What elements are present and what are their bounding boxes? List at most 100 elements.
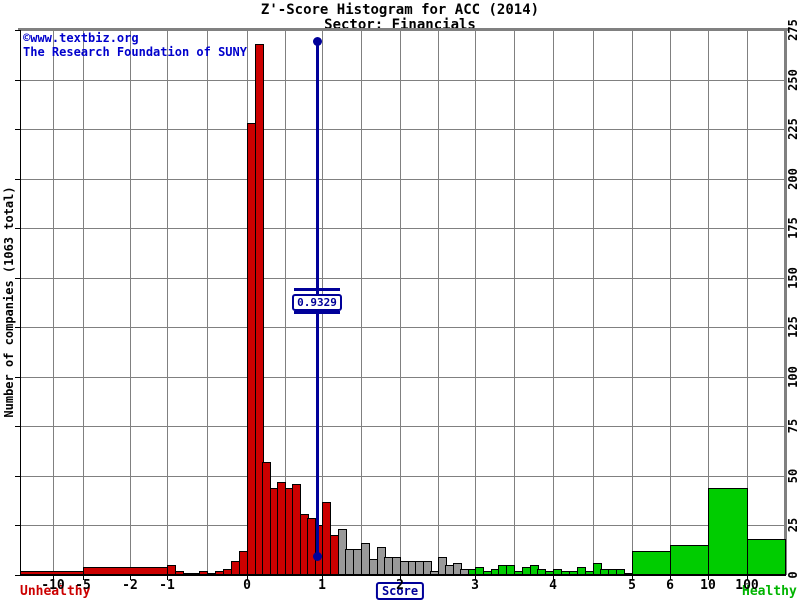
gridline-vertical xyxy=(83,30,84,575)
x-tick-mark xyxy=(167,575,168,580)
gridline-horizontal xyxy=(20,525,786,526)
plot-top-border xyxy=(18,28,788,31)
marker-top-dot xyxy=(313,37,322,46)
chart-title: Z'-Score Histogram for ACC (2014) xyxy=(260,2,540,18)
x-tick-mark xyxy=(747,575,748,580)
gridline-vertical xyxy=(438,30,439,575)
y-axis-title: Number of companies (1063 total) xyxy=(2,186,16,418)
gridline-vertical xyxy=(708,30,709,575)
y-tick-mark xyxy=(15,476,20,477)
y-tick-mark xyxy=(15,30,20,31)
gridline-vertical xyxy=(670,30,671,575)
x-tick-mark xyxy=(53,575,54,580)
histogram-bar xyxy=(423,561,432,575)
x-tick-mark xyxy=(475,575,476,580)
x-tick-label: 100 xyxy=(735,578,759,593)
gridline-vertical xyxy=(553,30,554,575)
plot-right-border xyxy=(784,28,787,575)
gridline-vertical xyxy=(593,30,594,575)
y-tick-label: 175 xyxy=(786,217,800,239)
x-tick-label: 5 xyxy=(628,578,636,593)
gridline-horizontal xyxy=(20,228,786,229)
marker-value-label: 0.9329 xyxy=(292,294,342,311)
gridline-vertical xyxy=(207,30,208,575)
x-tick-label: 0 xyxy=(243,578,251,593)
x-tick-label: 4 xyxy=(549,578,557,593)
gridline-vertical xyxy=(747,30,748,575)
gridline-vertical xyxy=(400,30,401,575)
histogram-bar xyxy=(747,539,786,575)
y-tick-label: 0 xyxy=(786,571,800,579)
y-tick-mark xyxy=(15,80,20,81)
y-tick-label: 50 xyxy=(786,468,800,484)
gridline-vertical xyxy=(130,30,131,575)
histogram-bar xyxy=(506,565,515,575)
watermark-url: ©www.textbiz.org xyxy=(23,31,139,45)
gridline-horizontal xyxy=(20,179,786,180)
y-tick-label: 125 xyxy=(786,316,800,338)
healthy-zone-label: Healthy xyxy=(742,584,797,599)
y-tick-label: 275 xyxy=(786,19,800,41)
histogram-bar xyxy=(83,567,168,575)
y-tick-mark xyxy=(15,377,20,378)
x-tick-mark xyxy=(670,575,671,580)
y-tick-label: 250 xyxy=(786,69,800,91)
x-tick-label: -1 xyxy=(159,578,175,593)
y-tick-label: 225 xyxy=(786,118,800,140)
gridline-horizontal xyxy=(20,377,786,378)
y-tick-label: 200 xyxy=(786,168,800,190)
y-tick-label: 150 xyxy=(786,267,800,289)
x-tick-label: 10 xyxy=(700,578,716,593)
x-tick-mark xyxy=(632,575,633,580)
y-tick-mark xyxy=(15,327,20,328)
gridline-horizontal xyxy=(20,327,786,328)
marker-bottom-dot xyxy=(313,552,322,561)
x-tick-mark xyxy=(400,575,401,580)
x-axis-line xyxy=(20,575,786,576)
x-tick-mark xyxy=(130,575,131,580)
histogram-bar xyxy=(670,545,709,575)
gridline-vertical xyxy=(475,30,476,575)
histogram-bar xyxy=(167,565,176,575)
y-tick-mark xyxy=(15,278,20,279)
histogram-bar xyxy=(632,551,671,575)
x-tick-label: -2 xyxy=(122,578,138,593)
x-tick-label: -5 xyxy=(75,578,91,593)
y-tick-mark xyxy=(15,179,20,180)
histogram-bar xyxy=(616,569,625,575)
x-tick-label: 6 xyxy=(666,578,674,593)
gridline-horizontal xyxy=(20,278,786,279)
x-tick-mark xyxy=(83,575,84,580)
gridline-vertical xyxy=(632,30,633,575)
gridline-horizontal xyxy=(20,476,786,477)
gridline-horizontal xyxy=(20,129,786,130)
gridline-horizontal xyxy=(20,80,786,81)
gridline-horizontal xyxy=(20,426,786,427)
y-tick-mark xyxy=(15,129,20,130)
gridline-vertical xyxy=(285,30,286,575)
x-tick-mark xyxy=(553,575,554,580)
x-tick-label: 2 xyxy=(396,578,404,593)
gridline-vertical xyxy=(361,30,362,575)
marker-lower-crossbar xyxy=(294,311,340,314)
x-tick-mark xyxy=(322,575,323,580)
unhealthy-zone-label: Unhealthy xyxy=(20,584,91,599)
marker-upper-crossbar xyxy=(294,288,340,291)
x-tick-label: -10 xyxy=(41,578,65,593)
y-axis-line xyxy=(20,30,21,576)
histogram-bar xyxy=(255,44,264,575)
y-tick-label: 100 xyxy=(786,366,800,388)
gridline-vertical xyxy=(53,30,54,575)
gridline-vertical xyxy=(167,30,168,575)
y-tick-mark xyxy=(15,575,20,576)
gridline-vertical xyxy=(514,30,515,575)
y-tick-mark xyxy=(15,228,20,229)
histogram-bar xyxy=(708,488,748,575)
y-tick-label: 25 xyxy=(786,517,800,533)
x-tick-label: 1 xyxy=(318,578,326,593)
x-axis-score-label: Score xyxy=(375,582,425,600)
x-tick-label: 3 xyxy=(471,578,479,593)
watermark-org: The Research Foundation of SUNY xyxy=(23,45,247,59)
y-tick-label: 75 xyxy=(786,418,800,434)
